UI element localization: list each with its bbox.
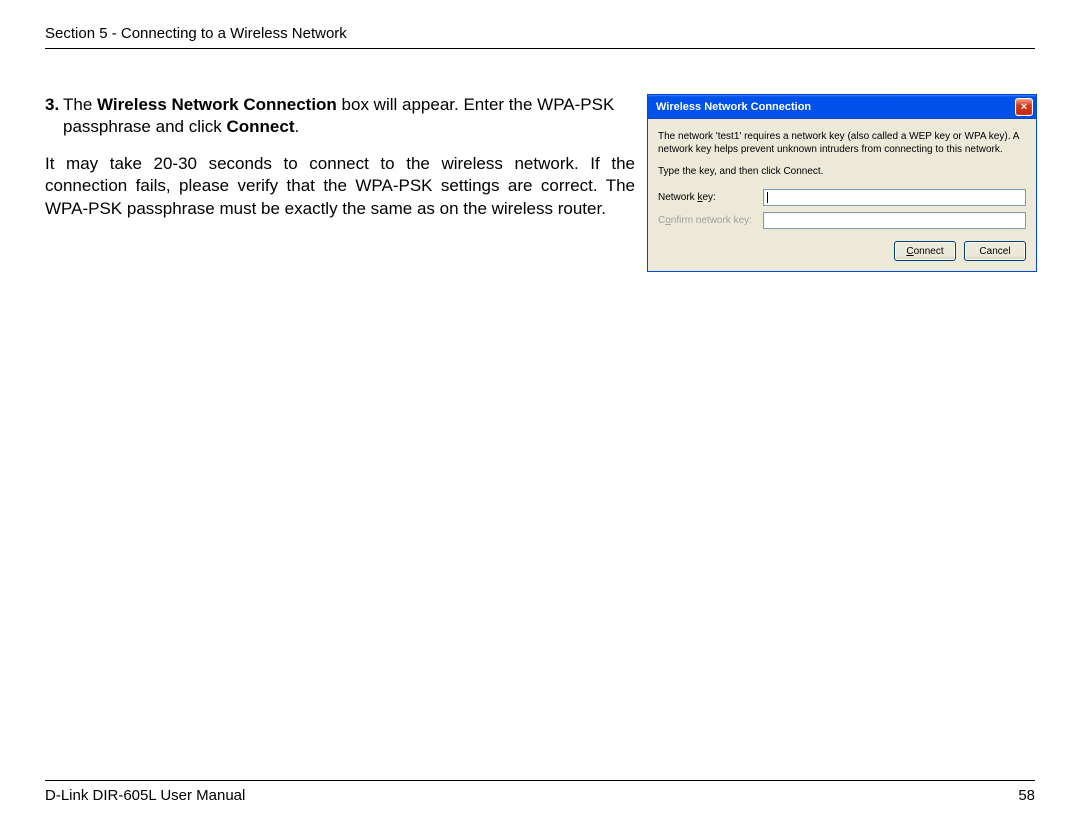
step-body: The Wireless Network Connection box will… <box>63 94 635 139</box>
footer-page-number: 58 <box>1018 787 1035 804</box>
wireless-connection-dialog: Wireless Network Connection × The networ… <box>647 94 1037 272</box>
dialog-body: The network 'test1' requires a network k… <box>648 119 1036 271</box>
network-key-row: Network key: <box>658 189 1026 206</box>
text-cursor <box>767 192 768 203</box>
footer-manual-name: D-Link DIR-605L User Manual <box>45 787 245 804</box>
cancel-button[interactable]: Cancel <box>964 241 1026 261</box>
confirm-key-row: Confirm network key: <box>658 212 1026 229</box>
dialog-title: Wireless Network Connection <box>656 101 811 113</box>
step-text-c: . <box>294 117 299 136</box>
content-area: 3. The Wireless Network Connection box w… <box>45 94 1035 272</box>
step-3: 3. The Wireless Network Connection box w… <box>45 94 635 139</box>
connect-button[interactable]: Connect <box>894 241 956 261</box>
paragraph-note: It may take 20-30 seconds to connect to … <box>45 153 635 220</box>
network-key-label: Network key: <box>658 192 763 203</box>
dialog-help-text: The network 'test1' requires a network k… <box>658 131 1026 156</box>
close-icon[interactable]: × <box>1015 98 1033 116</box>
dialog-button-row: Connect Cancel <box>658 241 1026 261</box>
page-footer: D-Link DIR-605L User Manual 58 <box>45 780 1035 804</box>
dialog-column: Wireless Network Connection × The networ… <box>647 94 1037 272</box>
instruction-column: 3. The Wireless Network Connection box w… <box>45 94 635 272</box>
confirm-key-label: Confirm network key: <box>658 215 763 226</box>
section-header: Section 5 - Connecting to a Wireless Net… <box>45 25 1035 49</box>
step-bold-1: Wireless Network Connection <box>97 95 337 114</box>
step-bold-2: Connect <box>226 117 294 136</box>
network-key-input[interactable] <box>763 189 1026 206</box>
dialog-instruction: Type the key, and then click Connect. <box>658 166 1026 177</box>
confirm-key-input[interactable] <box>763 212 1026 229</box>
step-text-a: The <box>63 95 97 114</box>
dialog-titlebar: Wireless Network Connection × <box>648 95 1036 119</box>
step-number: 3. <box>45 94 63 139</box>
